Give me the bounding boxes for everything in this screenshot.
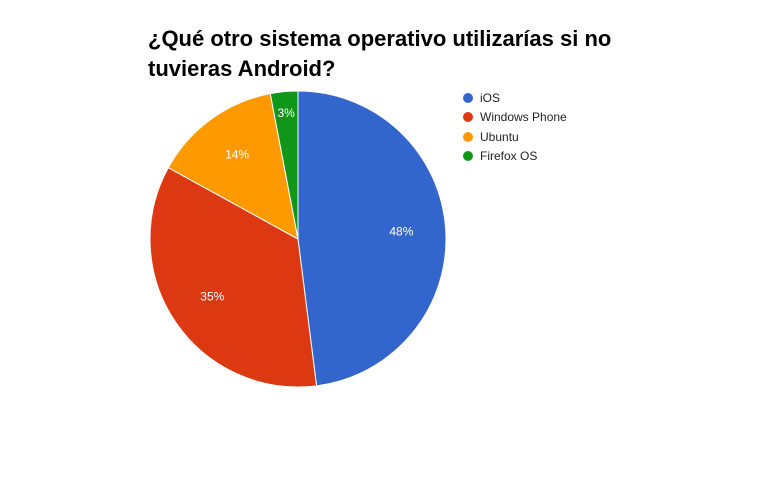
chart-title: ¿Qué otro sistema operativo utilizarías … [148,26,612,81]
legend-item-ios[interactable]: iOS [463,88,567,108]
legend-item-windows-phone[interactable]: Windows Phone [463,108,567,128]
pie-slice-firefox-os[interactable] [269,90,299,240]
legend-swatch-ios [463,92,473,103]
slice-label-ubuntu: 14% [225,147,249,161]
pie-slice-ubuntu[interactable] [167,93,299,240]
slice-label-windows-phone: 35% [200,289,224,303]
chart-legend: iOS Windows Phone Ubuntu Firefox OS [463,88,567,166]
pie-slice-ios[interactable] [297,90,447,387]
legend-item-firefox-os[interactable]: Firefox OS [463,147,567,167]
pie-slice-windows-phone[interactable] [149,167,318,388]
pie-slice-labels: 48% 35% 14% 3% [200,106,413,303]
legend-label-firefox-os: Firefox OS [480,149,538,164]
slice-label-firefox-os: 3% [277,106,295,120]
legend-swatch-ubuntu [463,131,473,142]
pie-slices [149,90,447,388]
legend-swatch-windows-phone [463,112,473,123]
slice-label-ios: 48% [389,225,413,239]
legend-label-ubuntu: Ubuntu [480,129,519,144]
legend-label-ios: iOS [480,90,501,105]
legend-swatch-firefox-os [463,151,473,162]
legend-item-ubuntu[interactable]: Ubuntu [463,127,567,147]
legend-label-windows-phone: Windows Phone [480,110,567,125]
